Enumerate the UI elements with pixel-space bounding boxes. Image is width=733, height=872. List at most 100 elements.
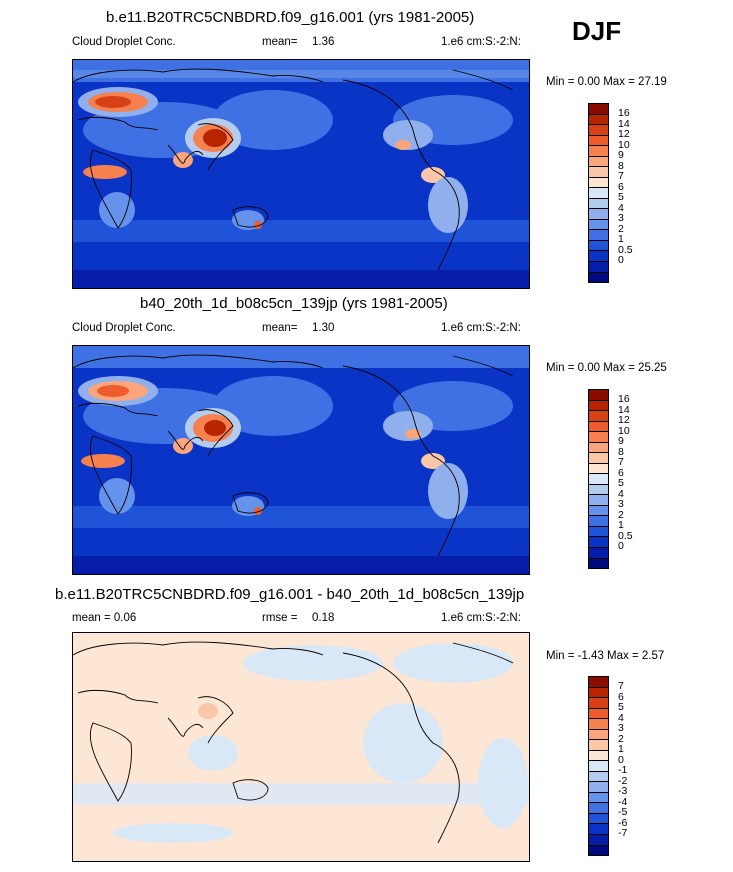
panel-2-title: b40_20th_1d_b08c5cn_139jp (yrs 1981-2005… <box>140 295 448 312</box>
panel-2-units: 1.e6 cm:S:-2:N: <box>441 322 521 334</box>
colorbar-swatch <box>589 719 608 730</box>
colorbar-swatch <box>589 698 608 709</box>
panel-1-mean-label: mean= <box>262 36 298 48</box>
colorbar-swatch <box>589 677 608 688</box>
colorbar-swatch <box>589 813 608 825</box>
colorbar-tick-label: -5 <box>618 806 628 819</box>
colorbar-swatch <box>589 484 608 496</box>
panel-2-variable-label: Cloud Droplet Conc. <box>72 322 176 334</box>
colorbar-tick-label: 3 <box>618 498 624 511</box>
season-label: DJF <box>572 16 622 46</box>
colorbar-tick-label: 16 <box>618 393 630 406</box>
panel-1-colorbar-labels: 16 14 12 10 9 8 7 6 5 4 3 2 1 0.5 0 <box>618 103 658 281</box>
panel-2-colorbar-labels: 16 14 12 10 9 8 7 6 5 4 3 2 1 0.5 0 <box>618 389 658 567</box>
panel-3-min-max: Min = -1.43 Max = 2.57 <box>546 650 665 662</box>
colorbar-swatch <box>589 135 608 147</box>
panel-2-min-max: Min = 0.00 Max = 25.25 <box>546 362 667 374</box>
colorbar-swatch <box>589 463 608 475</box>
colorbar-tick-label: 0 <box>618 540 624 553</box>
panel-3-map-field <box>73 633 529 861</box>
colorbar-tick-label: 4 <box>618 711 624 724</box>
panel-1-colorbar <box>588 103 609 283</box>
colorbar-swatch <box>589 495 608 506</box>
colorbar-tick-label: 12 <box>618 128 630 141</box>
panel-2-map-field <box>73 346 529 574</box>
panel-1-mean-value: 1.36 <box>312 36 335 48</box>
colorbar-swatch <box>589 740 608 751</box>
panel-3-rmse-value: 0.18 <box>312 612 335 624</box>
panel-1-title: b.e11.B20TRC5CNBDRD.f09_g16.001 (yrs 198… <box>106 9 475 26</box>
colorbar-tick-label: 9 <box>618 149 624 162</box>
colorbar-tick-label: 5 <box>618 477 624 490</box>
colorbar-tick-label: -1 <box>618 764 628 777</box>
colorbar-swatch <box>589 845 608 856</box>
colorbar-swatch <box>589 803 608 814</box>
colorbar-swatch <box>589 834 608 846</box>
colorbar-swatch <box>589 729 608 741</box>
colorbar-swatch <box>589 687 608 699</box>
colorbar-tick-label: 3 <box>618 722 624 735</box>
colorbar-tick-label: 1 <box>618 233 624 246</box>
colorbar-tick-label: 14 <box>618 403 630 416</box>
panel-2-mean-value: 1.30 <box>312 322 335 334</box>
colorbar-tick-label: 4 <box>618 201 624 214</box>
colorbar-tick-label: 10 <box>618 424 630 437</box>
colorbar-swatch <box>589 411 608 422</box>
colorbar-tick-label: 5 <box>618 701 624 714</box>
colorbar-swatch <box>589 442 608 454</box>
colorbar-swatch <box>589 771 608 783</box>
colorbar-tick-label: -6 <box>618 816 628 829</box>
colorbar-swatch <box>589 240 608 252</box>
colorbar-swatch <box>589 708 608 720</box>
colorbar-swatch <box>589 432 608 443</box>
colorbar-tick-label: 3 <box>618 212 624 225</box>
colorbar-tick-label: 6 <box>618 690 624 703</box>
panel-3-rmse-label: rmse = <box>262 612 298 624</box>
colorbar-swatch <box>589 782 608 793</box>
colorbar-swatch <box>589 167 608 178</box>
colorbar-tick-label: 5 <box>618 191 624 204</box>
panel-3-map <box>72 632 530 862</box>
colorbar-tick-label: 7 <box>618 170 624 183</box>
panel-1-units: 1.e6 cm:S:-2:N: <box>441 36 521 48</box>
colorbar-tick-label: 0 <box>618 753 624 766</box>
colorbar-swatch <box>589 156 608 168</box>
panel-3-units: 1.e6 cm:S:-2:N: <box>441 612 521 624</box>
colorbar-tick-label: 0.5 <box>618 243 633 256</box>
colorbar-tick-label: 8 <box>618 445 624 458</box>
colorbar-swatch <box>589 400 608 412</box>
colorbar-swatch <box>589 761 608 772</box>
colorbar-swatch <box>589 537 608 548</box>
colorbar-swatch <box>589 516 608 527</box>
colorbar-tick-label: 14 <box>618 117 630 130</box>
colorbar-swatch <box>589 104 608 115</box>
colorbar-tick-label: 0.5 <box>618 529 633 542</box>
panel-3-title: b.e11.B20TRC5CNBDRD.f09_g16.001 - b40_20… <box>55 586 525 603</box>
panel-1-min-max: Min = 0.00 Max = 27.19 <box>546 76 667 88</box>
colorbar-swatch <box>589 261 608 273</box>
colorbar-tick-label: -2 <box>618 774 628 787</box>
colorbar-tick-label: 8 <box>618 159 624 172</box>
colorbar-tick-label: -4 <box>618 795 628 808</box>
colorbar-tick-label: -7 <box>618 827 628 840</box>
colorbar-tick-label: 9 <box>618 435 624 448</box>
colorbar-swatch <box>589 547 608 559</box>
panel-2-map <box>72 345 530 575</box>
colorbar-swatch <box>589 558 608 569</box>
colorbar-tick-label: 10 <box>618 138 630 151</box>
colorbar-tick-label: 16 <box>618 107 630 120</box>
colorbar-tick-label: 7 <box>618 456 624 469</box>
panel-1-map-field <box>73 60 529 288</box>
colorbar-swatch <box>589 219 608 231</box>
colorbar-swatch <box>589 390 608 401</box>
colorbar-swatch <box>589 188 608 199</box>
colorbar-tick-label: 7 <box>618 680 624 693</box>
colorbar-swatch <box>589 209 608 220</box>
panel-1-map <box>72 59 530 289</box>
colorbar-swatch <box>589 505 608 517</box>
colorbar-swatch <box>589 177 608 189</box>
colorbar-swatch <box>589 198 608 210</box>
colorbar-tick-label: 1 <box>618 743 624 756</box>
colorbar-swatch <box>589 251 608 262</box>
colorbar-swatch <box>589 824 608 835</box>
